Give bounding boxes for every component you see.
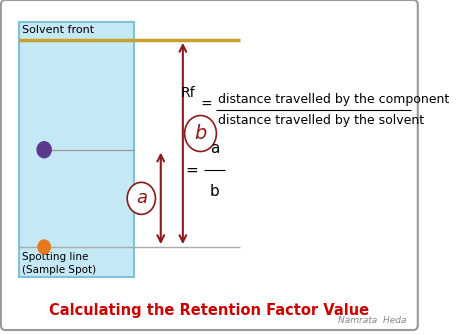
Circle shape bbox=[37, 142, 51, 158]
Text: Solvent front: Solvent front bbox=[22, 25, 94, 35]
Text: Spotting line: Spotting line bbox=[22, 252, 89, 262]
Text: a: a bbox=[136, 189, 147, 207]
Text: Namrata  Heda: Namrata Heda bbox=[338, 316, 406, 325]
Text: =: = bbox=[185, 162, 198, 178]
Text: distance travelled by the solvent: distance travelled by the solvent bbox=[218, 114, 424, 127]
FancyBboxPatch shape bbox=[19, 22, 134, 277]
Text: (Sample Spot): (Sample Spot) bbox=[22, 265, 96, 275]
Text: a: a bbox=[210, 141, 219, 156]
Circle shape bbox=[184, 116, 217, 151]
Circle shape bbox=[127, 182, 155, 214]
Text: distance travelled by the component: distance travelled by the component bbox=[218, 93, 449, 106]
Text: b: b bbox=[210, 184, 219, 199]
FancyBboxPatch shape bbox=[1, 0, 418, 330]
Circle shape bbox=[38, 240, 50, 254]
Text: =: = bbox=[201, 98, 212, 112]
Text: Rf: Rf bbox=[181, 86, 196, 100]
Text: b: b bbox=[194, 124, 207, 143]
Text: Calculating the Retention Factor Value: Calculating the Retention Factor Value bbox=[49, 303, 369, 318]
